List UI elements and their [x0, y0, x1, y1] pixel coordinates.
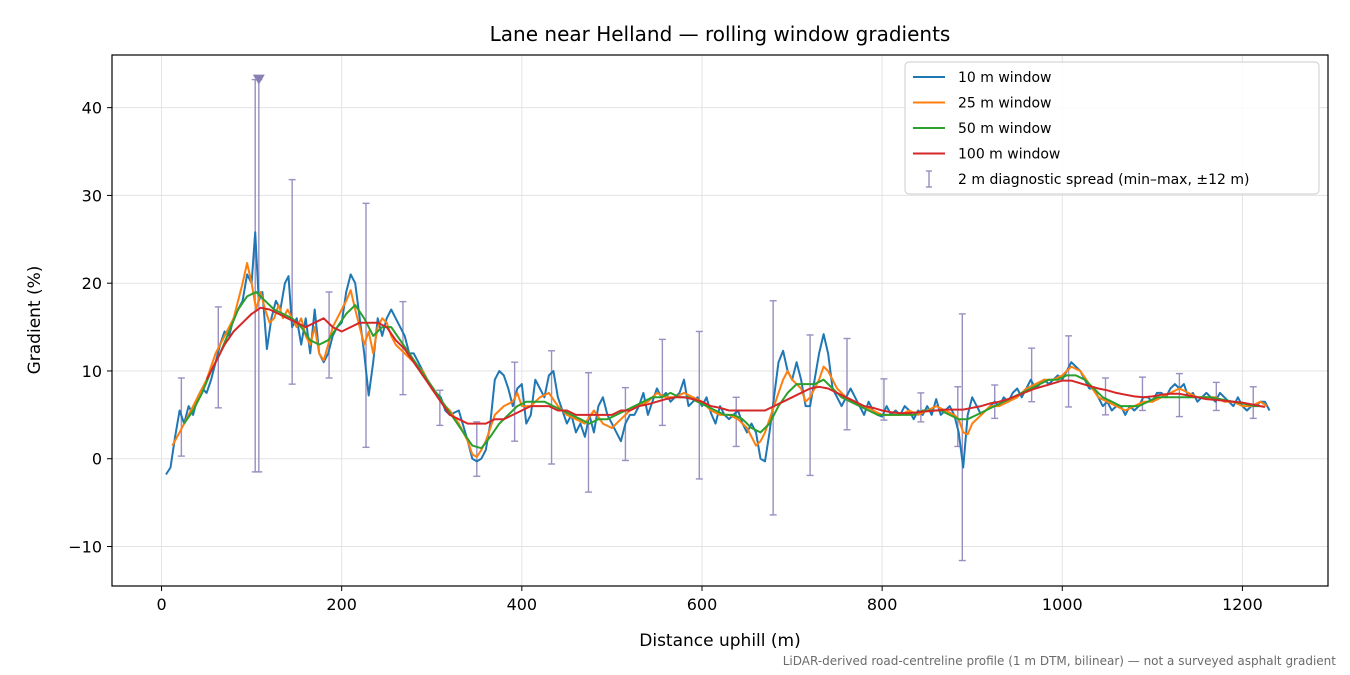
- errorbar: [1028, 347, 1036, 403]
- legend-box: [904, 61, 1320, 195]
- x-tick-label: 800: [867, 595, 898, 614]
- errorbar: [584, 372, 592, 493]
- errorbar: [1102, 377, 1110, 416]
- errorbar: [1065, 335, 1073, 408]
- errorbar: [1175, 372, 1183, 418]
- footnote: LiDAR-derived road-centreline profile (1…: [783, 654, 1337, 668]
- errorbar: [695, 330, 703, 480]
- errorbar: [473, 421, 481, 477]
- clipped-marker: [252, 74, 265, 85]
- errorbar: [1212, 381, 1220, 412]
- series-line: [205, 306, 1266, 425]
- y-tick-label: −10: [68, 538, 102, 557]
- legend-entry: 25 m window: [913, 96, 1051, 112]
- x-tick-label: 1200: [1222, 595, 1263, 614]
- plot-frame: [111, 54, 1329, 587]
- legend-label: 2 m diagnostic spread (min–max, ±12 m): [958, 172, 1249, 188]
- grid-lines: [112, 55, 1328, 586]
- x-tick-label: 400: [507, 595, 538, 614]
- y-axis-label: Gradient (%): [25, 266, 45, 375]
- errorbar: [1249, 386, 1257, 420]
- y-axis: −10 0 10 20 30 40: [68, 99, 112, 557]
- series-line: [171, 262, 1268, 458]
- y-tick-label: 30: [82, 186, 102, 205]
- legend-entry: 2 m diagnostic spread (min–max, ±12 m): [926, 170, 1249, 188]
- legend-entry: 100 m window: [913, 147, 1060, 163]
- y-tick-label: 20: [82, 274, 102, 293]
- y-tick-label: 0: [92, 450, 102, 469]
- errorbar: [288, 178, 296, 385]
- x-tick-label: 200: [326, 595, 357, 614]
- y-tick-label: 40: [82, 99, 102, 118]
- y-tick-label: 10: [82, 362, 102, 381]
- legend-entry: 50 m window: [913, 121, 1051, 137]
- legend-label: 50 m window: [958, 121, 1051, 137]
- legend: 10 m window 25 m window 50 m window 100 m w…: [904, 61, 1320, 195]
- error-bars: [177, 74, 1257, 562]
- errorbar: [325, 291, 333, 379]
- series-line: [165, 231, 1271, 476]
- legend-entry: 10 m window: [913, 70, 1051, 86]
- legend-label: 10 m window: [958, 70, 1051, 86]
- x-tick-label: 600: [687, 595, 718, 614]
- errorbar: [958, 313, 966, 562]
- legend-label: 25 m window: [958, 96, 1051, 112]
- errorbar: [732, 396, 740, 448]
- legend-label: 100 m window: [958, 147, 1060, 163]
- x-axis: 0 200 400 600 800 1000 1200: [156, 586, 1263, 614]
- errorbar: [843, 337, 851, 431]
- x-tick-label: 0: [156, 595, 166, 614]
- errorbar: [917, 392, 925, 423]
- x-tick-label: 1000: [1042, 595, 1083, 614]
- series-line: [183, 291, 1261, 450]
- series-lines: [165, 231, 1271, 476]
- x-axis-label: Distance uphill (m): [639, 631, 800, 651]
- chart-title: Lane near Helland — rolling window gradi…: [490, 22, 951, 46]
- errorbar: [658, 338, 666, 427]
- errorbar: [362, 202, 370, 449]
